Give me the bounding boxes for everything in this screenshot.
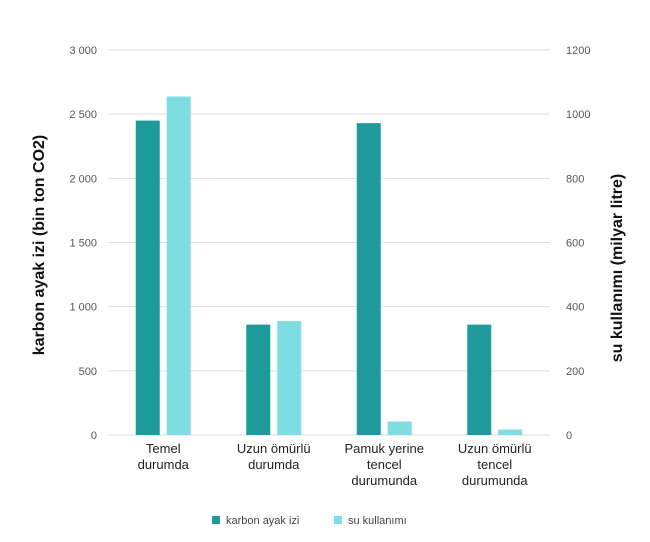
- bar-karbon-ayak-izi: [467, 324, 492, 435]
- right-tick-label: 400: [566, 302, 584, 314]
- category-label: Uzun ömürlü tencel durumunda: [458, 441, 532, 488]
- category-label: Temel durumda: [138, 441, 190, 472]
- left-tick-label: 500: [79, 366, 97, 378]
- bar-su-kullanimi: [387, 421, 412, 435]
- left-tick-label: 3 000: [69, 45, 97, 57]
- category-label: Uzun ömürlü durumda: [237, 441, 311, 472]
- left-axis-title: karbon ayak izi (bin ton CO2): [31, 135, 48, 355]
- left-tick-label: 0: [91, 430, 97, 442]
- bar-karbon-ayak-izi: [246, 324, 271, 435]
- right-tick-label: 600: [566, 238, 584, 250]
- legend-label-su: su kullanımı: [348, 515, 407, 527]
- bar-karbon-ayak-izi: [356, 123, 381, 436]
- bars: [135, 96, 523, 436]
- right-axis-ticks: 0 200 400 600 800 1000 1200: [566, 45, 590, 442]
- right-tick-label: 0: [566, 430, 572, 442]
- right-tick-label: 200: [566, 366, 584, 378]
- bar-su-kullanimi: [277, 321, 302, 435]
- legend: karbon ayak izi su kullanımı: [212, 515, 407, 527]
- legend-swatch-su: [334, 516, 342, 524]
- left-axis-ticks: 0 500 1 000 1 500 2 000 2 500 3 000: [69, 45, 97, 442]
- right-tick-label: 1200: [566, 45, 590, 57]
- right-axis-title: su kullanımı (milyar litre): [609, 174, 626, 363]
- legend-label-karbon: karbon ayak izi: [226, 515, 299, 527]
- right-tick-label: 1000: [566, 109, 590, 121]
- category-label: Pamuk yerine tencel durumunda: [345, 441, 424, 488]
- bar-karbon-ayak-izi: [135, 120, 160, 435]
- left-tick-label: 1 500: [69, 238, 97, 250]
- left-tick-label: 2 000: [69, 173, 97, 185]
- left-tick-label: 1 000: [69, 302, 97, 314]
- right-tick-label: 800: [566, 173, 584, 185]
- legend-swatch-karbon: [212, 516, 220, 524]
- bar-su-kullanimi: [498, 429, 523, 435]
- left-tick-label: 2 500: [69, 109, 97, 121]
- bar-su-kullanimi: [166, 96, 191, 435]
- category-labels: Temel durumda Uzun ömürlü durumda Pamuk yeri…: [138, 441, 532, 488]
